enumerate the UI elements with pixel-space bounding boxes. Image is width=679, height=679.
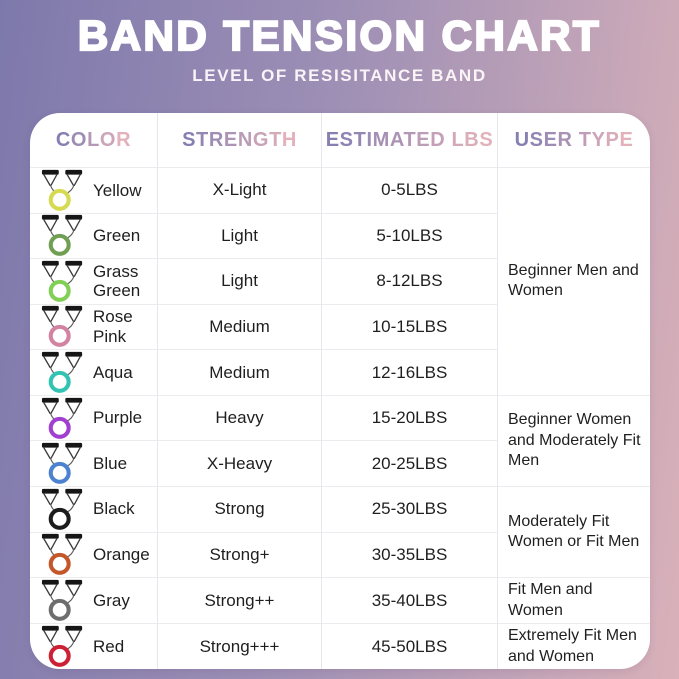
band-ring <box>48 279 71 302</box>
color-cell-red: Red <box>30 623 157 669</box>
color-name: Green <box>93 226 141 246</box>
color-name: Aqua <box>93 362 133 382</box>
resistance-band-icon <box>41 260 83 302</box>
user-type-group-fit: Fit Men and Women <box>497 577 650 624</box>
page-subtitle: LEVEL OF RESISITANCE BAND <box>192 66 487 86</box>
color-name: Blue <box>93 453 128 473</box>
resistance-band-icon <box>41 215 83 257</box>
color-name: Yellow <box>93 180 142 200</box>
strength-cell: Heavy <box>157 394 321 441</box>
color-cell-yellow: Yellow <box>30 167 157 213</box>
color-name: Orange <box>93 545 150 565</box>
color-cell-orange: Orange <box>30 531 157 578</box>
user-type-label: Moderately Fit Women or Fit Men <box>508 512 640 551</box>
user-type-label: Extremely Fit Men and Women <box>508 627 637 665</box>
resistance-band-icon <box>41 443 83 485</box>
lbs-cell: 20-25LBS <box>321 440 497 486</box>
color-cell-aqua: Aqua <box>30 349 157 395</box>
color-cell-grass-green: Grass Green <box>30 258 157 304</box>
column-header-color: COLOR <box>30 113 157 167</box>
band-ring <box>48 325 71 348</box>
user-type-group-beginner: Beginner Men and Women <box>497 167 650 395</box>
strength-cell: Light <box>157 258 321 304</box>
lbs-cell: 25-30LBS <box>321 485 497 532</box>
user-type-group-moderate-fit: Moderately Fit Women or Fit Men <box>497 485 650 578</box>
strength-cell: X-Heavy <box>157 440 321 486</box>
user-type-label: Fit Men and Women <box>508 581 593 619</box>
band-ring <box>48 462 71 485</box>
color-cell-black: Black <box>30 485 157 532</box>
color-name: Red <box>93 636 125 656</box>
strength-cell: Light <box>157 212 321 259</box>
tension-table: COLOR STRENGTH ESTIMATED LBS USER TYPE Y… <box>30 113 650 669</box>
color-name: Purple <box>93 408 143 428</box>
title-block: BAND TENSION CHART LEVEL OF RESISITANCE … <box>0 0 679 86</box>
lbs-cell: 35-40LBS <box>321 577 497 624</box>
column-header-color-label: COLOR <box>55 128 132 151</box>
user-type-label: Beginner Women and Moderately Fit Men <box>508 411 641 470</box>
resistance-band-icon <box>41 534 83 576</box>
page-title: BAND TENSION CHART <box>77 11 602 60</box>
column-header-user-type: USER TYPE <box>497 113 650 167</box>
color-name: Black <box>93 499 135 519</box>
column-header-strength: STRENGTH <box>157 113 321 167</box>
resistance-band-icon <box>41 580 83 621</box>
column-header-strength-label: STRENGTH <box>182 128 297 151</box>
band-ring <box>48 188 71 211</box>
column-header-estimated-lbs-label: ESTIMATED LBS <box>325 128 494 151</box>
resistance-band-icon <box>41 351 83 393</box>
strength-cell: X-Light <box>157 167 321 213</box>
band-ring <box>48 234 71 257</box>
band-ring <box>48 553 71 576</box>
user-type-group-extremely-fit: Extremely Fit Men and Women <box>497 623 650 669</box>
column-header-user-type-label: USER TYPE <box>514 128 634 151</box>
color-cell-gray: Gray <box>30 577 157 623</box>
resistance-band-icon <box>41 306 83 348</box>
color-cell-rose-pink: Rose Pink <box>30 303 157 350</box>
resistance-band-icon <box>41 625 83 667</box>
color-name: Grass Green <box>93 261 141 301</box>
color-cell-purple: Purple <box>30 394 157 441</box>
band-ring <box>48 507 71 530</box>
color-cell-blue: Blue <box>30 440 157 486</box>
strength-cell: Medium <box>157 303 321 350</box>
column-header-estimated-lbs: ESTIMATED LBS <box>321 113 497 167</box>
user-type-group-beginner-moderate: Beginner Women and Moderately Fit Men <box>497 394 650 486</box>
strength-cell: Medium <box>157 349 321 395</box>
strength-cell: Strong+++ <box>157 623 321 669</box>
lbs-cell: 15-20LBS <box>321 394 497 441</box>
resistance-band-icon <box>41 488 83 530</box>
lbs-cell: 0-5LBS <box>321 167 497 213</box>
resistance-band-icon <box>41 397 83 439</box>
band-ring <box>48 416 71 439</box>
color-name: Gray <box>93 590 130 610</box>
strength-cell: Strong <box>157 485 321 532</box>
band-ring <box>48 644 71 667</box>
lbs-cell: 45-50LBS <box>321 623 497 669</box>
band-ring <box>48 598 71 621</box>
lbs-cell: 5-10LBS <box>321 212 497 259</box>
lbs-cell: 30-35LBS <box>321 531 497 578</box>
band-ring <box>48 370 71 393</box>
lbs-cell: 10-15LBS <box>321 303 497 350</box>
color-name: Rose Pink <box>93 307 133 346</box>
lbs-cell: 12-16LBS <box>321 349 497 395</box>
lbs-cell: 8-12LBS <box>321 258 497 304</box>
resistance-band-icon <box>41 169 83 211</box>
color-cell-green: Green <box>30 212 157 259</box>
strength-cell: Strong++ <box>157 577 321 624</box>
user-type-label: Beginner Men and Women <box>508 261 639 300</box>
strength-cell: Strong+ <box>157 531 321 578</box>
